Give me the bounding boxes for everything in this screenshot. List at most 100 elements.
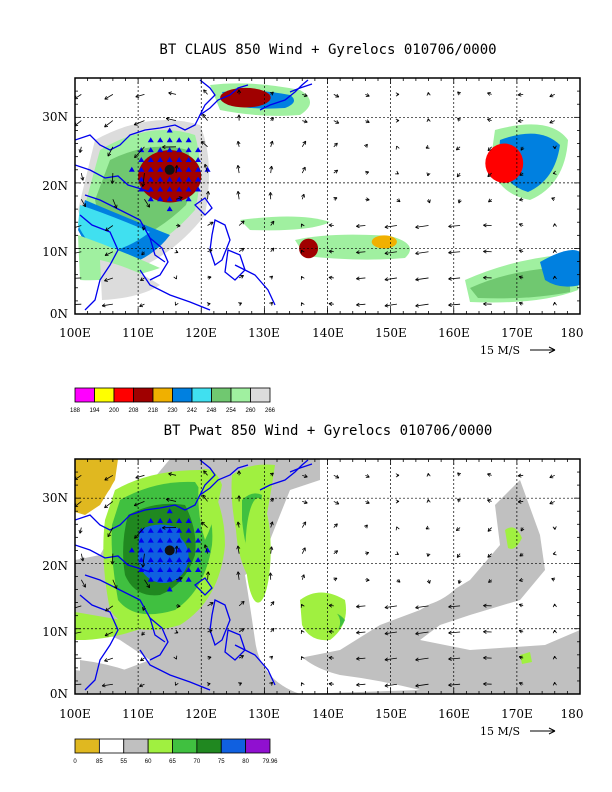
- wind-vector-head: [302, 166, 306, 171]
- wind-vector-head: [415, 251, 419, 256]
- wind-vector: [384, 303, 397, 307]
- wind-vector-head: [552, 223, 557, 227]
- wind-vector-head: [335, 500, 340, 505]
- wind-vector: [238, 275, 244, 279]
- wind-vector-head: [135, 94, 140, 99]
- wind-vector-head: [270, 601, 275, 606]
- wind-vector-head: [448, 630, 452, 635]
- gyre-marker: [138, 537, 145, 543]
- wind-vector-head: [448, 604, 452, 609]
- gyre-marker: [195, 527, 202, 533]
- panel2-ytick-20n: 20N: [42, 559, 68, 573]
- gyre-marker: [166, 586, 173, 592]
- gyre-marker: [176, 576, 183, 582]
- wind-vector-head: [110, 560, 115, 565]
- colorbar-swatch-7: [211, 387, 232, 403]
- wind-vector: [144, 579, 150, 589]
- panel1-plot: [69, 77, 581, 315]
- wind-vector-head: [334, 169, 339, 174]
- wind-vector: [112, 199, 117, 209]
- wind-vector: [79, 527, 82, 534]
- gyre-marker: [147, 518, 154, 524]
- wind-vector-head: [301, 193, 305, 198]
- wind-vector-head: [70, 252, 73, 255]
- wind-vector: [237, 141, 240, 147]
- panel1-x-axis: 100E 110E 120E 130E 140E 150E 160E 170E …: [59, 326, 583, 340]
- wind-vector-head: [78, 529, 83, 534]
- wind-vector: [384, 631, 397, 635]
- wind-vector: [207, 221, 214, 226]
- wind-vector-head: [135, 475, 140, 479]
- wind-vector: [333, 142, 338, 148]
- wind-vector: [79, 146, 82, 153]
- wind-vector-head: [426, 579, 431, 584]
- wind-vector-head: [78, 149, 83, 153]
- wind-vector-head: [240, 220, 245, 225]
- panel2-ytick-0n: 0N: [50, 687, 68, 701]
- wind-vector-head: [552, 682, 557, 686]
- wind-vector: [270, 140, 273, 147]
- wind-vector-head: [365, 551, 370, 556]
- wind-vector-head: [328, 301, 333, 306]
- wind-vector: [333, 474, 340, 479]
- colorbar-label-3: 208: [128, 408, 139, 414]
- wind-vector-head: [448, 276, 452, 281]
- gyre-marker: [147, 156, 154, 162]
- wind-vector-head: [268, 572, 273, 577]
- gyre-marker: [185, 527, 192, 533]
- wind-vector-head: [174, 629, 179, 634]
- wind-vector-head: [415, 631, 419, 636]
- panel1-reference-label: 15 M/S: [480, 344, 520, 357]
- wind-vector-head: [335, 474, 340, 479]
- wind-vector-head: [518, 655, 523, 660]
- gyre-marker: [185, 176, 192, 182]
- gyre-marker: [204, 166, 211, 172]
- wind-vector-head: [552, 551, 557, 556]
- gyre-marker: [157, 156, 164, 162]
- gyre-marker: [138, 547, 145, 553]
- wind-vector-head: [203, 470, 207, 475]
- wind-vector: [356, 225, 366, 227]
- wind-vector-head: [69, 683, 72, 686]
- panel1-gyre-markers: [128, 127, 211, 212]
- colorbar-label-8: 254: [226, 408, 237, 414]
- wind-vector-head: [518, 301, 523, 306]
- wind-vector-head: [519, 578, 523, 582]
- wind-vector-head: [333, 142, 338, 147]
- wind-vector-head: [333, 523, 338, 528]
- wind-vector-head: [483, 301, 487, 307]
- wind-vector-head: [457, 472, 462, 477]
- wind-vector: [75, 631, 82, 634]
- wind-vector-head: [237, 495, 242, 499]
- wind-vector: [104, 120, 114, 128]
- wind-vector-head: [269, 472, 274, 477]
- gyre-marker: [128, 166, 135, 172]
- wind-vector: [448, 605, 461, 608]
- wind-vector-head: [178, 576, 183, 581]
- wind-vector-head: [426, 118, 431, 123]
- wind-vector-head: [426, 473, 431, 477]
- wind-vector: [166, 498, 177, 502]
- gyre-marker: [185, 196, 192, 202]
- wind-vector: [80, 553, 84, 562]
- wind-vector: [75, 277, 82, 279]
- wind-vector: [237, 521, 240, 528]
- gyre-marker: [157, 147, 164, 153]
- wind-vector-head: [207, 655, 212, 660]
- wind-vector-head: [104, 95, 109, 100]
- wind-vector-head: [69, 303, 72, 306]
- wind-vector-head: [141, 226, 146, 231]
- gyre-marker: [185, 147, 192, 153]
- wind-vector-head: [270, 498, 274, 502]
- wind-vector: [270, 601, 275, 607]
- wind-vector-head: [356, 656, 360, 661]
- wind-vector-head: [517, 92, 522, 97]
- wind-vector: [75, 303, 82, 305]
- gyre-marker: [157, 166, 164, 172]
- wind-vector-head: [552, 302, 557, 306]
- wind-vector-head: [415, 303, 419, 308]
- gyre-marker: [147, 137, 154, 143]
- wind-vector: [301, 574, 305, 580]
- colorbar-swatch-6: [220, 738, 247, 754]
